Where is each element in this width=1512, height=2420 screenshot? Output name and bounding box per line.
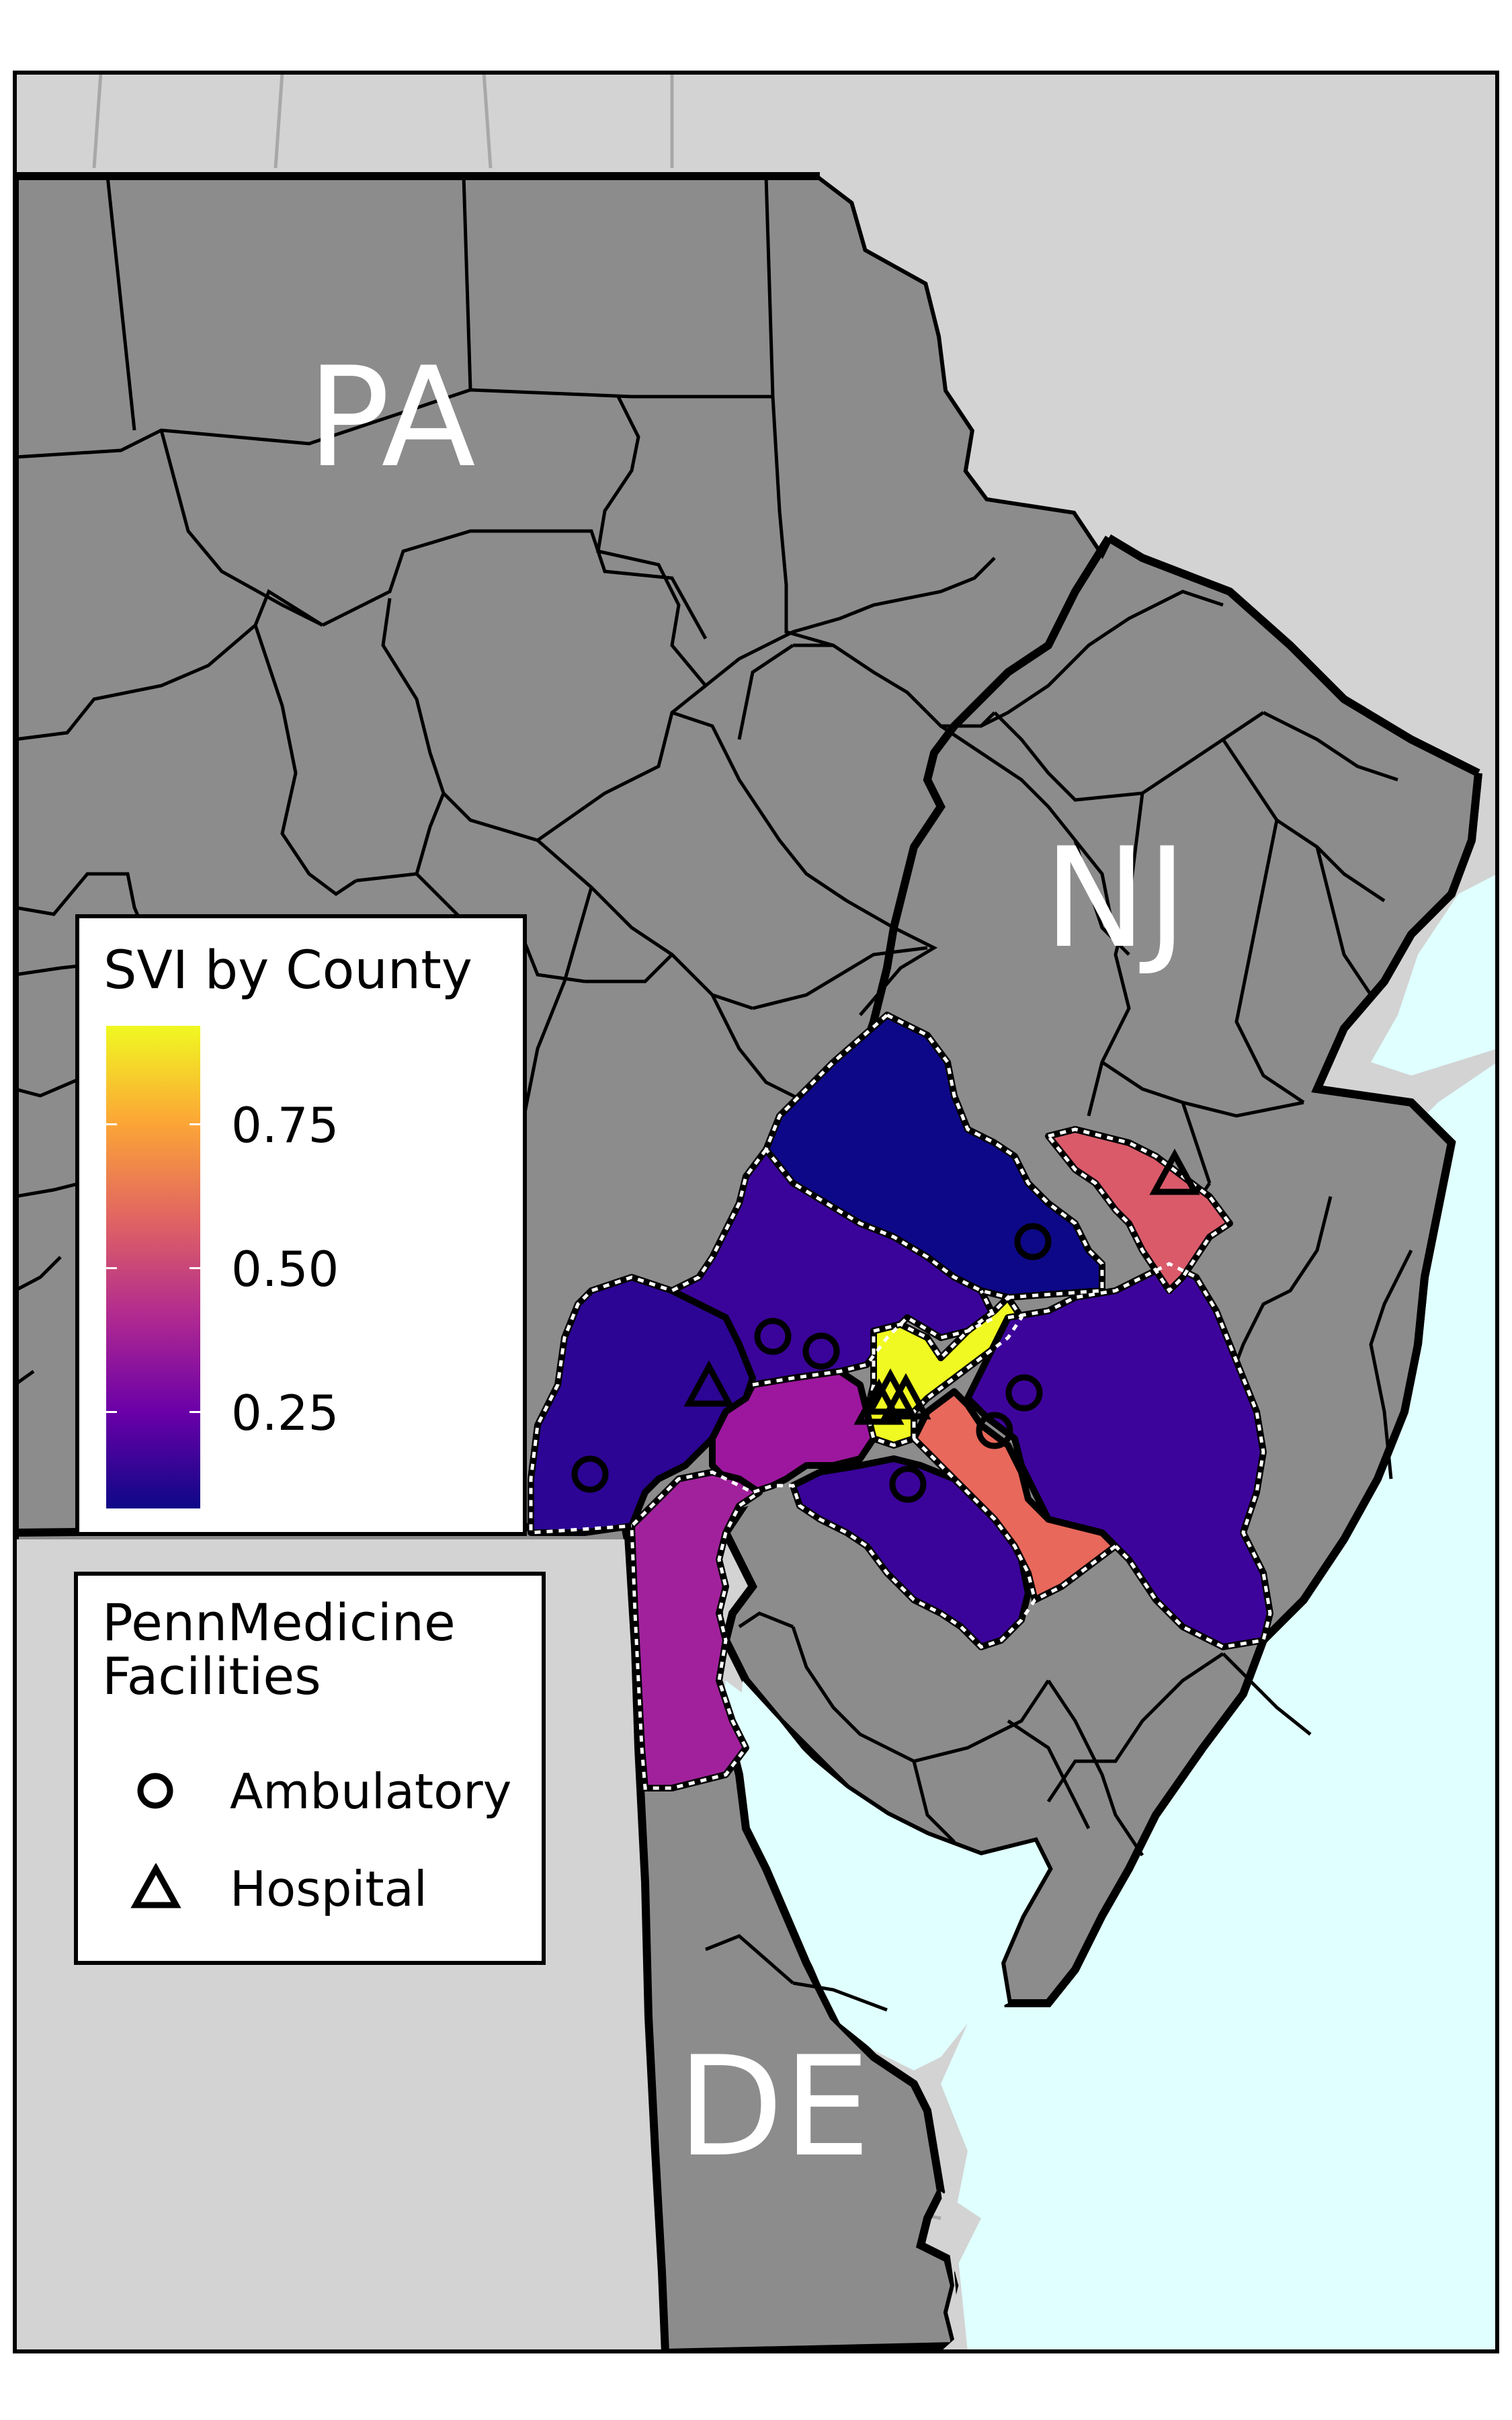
hospital-marker xyxy=(880,1373,931,1420)
ambulatory-marker xyxy=(1005,1374,1043,1412)
hospital-marker xyxy=(1149,1148,1200,1195)
colorbar-tick xyxy=(190,1123,200,1125)
colorbar-tick xyxy=(190,1267,200,1269)
ambulatory-marker xyxy=(571,1455,609,1493)
state-label-nj: NJ xyxy=(1044,819,1187,979)
facility-legend-title: PennMedicine Facilities xyxy=(102,1596,456,1703)
colorbar-tick-label: 0.25 xyxy=(231,1385,339,1441)
eastern-shore-land xyxy=(941,2191,981,2351)
ny-land xyxy=(820,73,1497,780)
hospital-legend-label: Hospital xyxy=(230,1861,427,1917)
colorbar-tick xyxy=(106,1123,117,1125)
ambulatory-legend-label: Ambulatory xyxy=(230,1763,512,1820)
facility-legend-title-line2: Facilities xyxy=(102,1646,321,1706)
svi-counties xyxy=(528,1012,1273,1791)
ambulatory-marker xyxy=(1014,1223,1052,1260)
svi-county-dashes xyxy=(529,1013,1272,1790)
colorbar-tick xyxy=(190,1411,200,1413)
colorbar-tick xyxy=(106,1267,117,1269)
state-label-pa: PA xyxy=(307,338,476,498)
hospital-marker xyxy=(683,1360,734,1407)
delaware-bay-inner xyxy=(739,1681,1048,2070)
state-label-de: DE xyxy=(677,2027,871,2187)
county-svi-3 xyxy=(709,1368,877,1496)
ambulatory-marker xyxy=(889,1465,927,1503)
colorbar-tick-label: 0.75 xyxy=(231,1097,339,1154)
facility-markers xyxy=(571,1148,1200,1503)
ambulatory-marker xyxy=(802,1332,840,1370)
svi-legend: SVI by County 0.75 0.50 0.25 xyxy=(75,914,527,1536)
colorbar-tick xyxy=(106,1411,117,1413)
facility-legend-title-line1: PennMedicine xyxy=(102,1592,456,1652)
hospital-marker xyxy=(853,1378,905,1425)
ambulatory-marker xyxy=(754,1318,792,1355)
hospital-legend-icon xyxy=(130,1863,181,1908)
facility-legend: PennMedicine Facilities Ambulatory Hospi… xyxy=(74,1572,546,1965)
ambulatory-marker xyxy=(976,1412,1013,1449)
map-frame xyxy=(13,71,1499,2353)
svi-colorbar xyxy=(106,1026,200,1508)
colorbar-tick-label: 0.50 xyxy=(231,1241,339,1297)
ambulatory-legend-icon xyxy=(137,1773,173,1809)
svi-legend-title: SVI by County xyxy=(103,940,472,1001)
northern-bay xyxy=(1371,874,1497,1076)
